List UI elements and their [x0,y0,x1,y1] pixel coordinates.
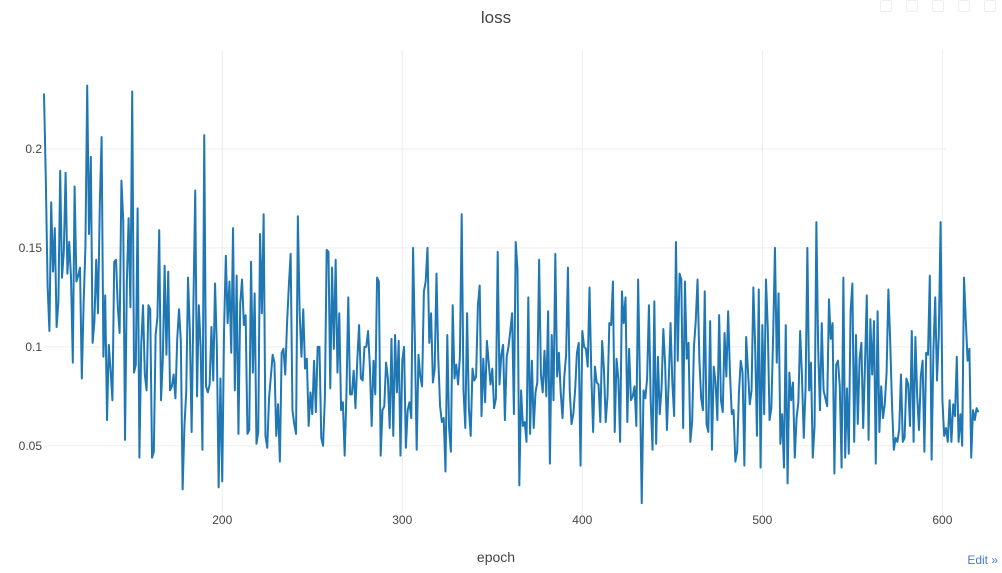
autoscale-icon[interactable] [958,0,970,12]
x-tick-labels: 200 300 400 500 600 [212,513,953,527]
series-layer [43,84,980,505]
zoom-icon[interactable] [906,0,918,12]
x-tick-label: 600 [932,513,952,527]
home-icon[interactable] [984,0,996,12]
x-tick-label: 400 [572,513,592,527]
camera-icon[interactable] [880,0,892,12]
y-tick-label: 0.2 [25,142,42,156]
pan-icon[interactable] [932,0,944,12]
y-tick-label: 0.05 [19,439,43,453]
x-axis-title: epoch [476,549,516,565]
grid-lines [44,50,946,520]
edit-chart-link[interactable]: Edit » [967,553,998,567]
y-tick-label: 0.15 [19,241,43,255]
chart-modebar[interactable] [880,0,996,14]
loss-series-line[interactable] [43,84,980,505]
x-tick-label: 300 [392,513,412,527]
y-tick-label: 0.1 [25,340,42,354]
y-tick-labels: 0.05 0.1 0.15 0.2 [19,142,43,453]
x-tick-label: 500 [752,513,772,527]
chart-title: loss [480,8,512,27]
x-tick-label: 200 [212,513,232,527]
